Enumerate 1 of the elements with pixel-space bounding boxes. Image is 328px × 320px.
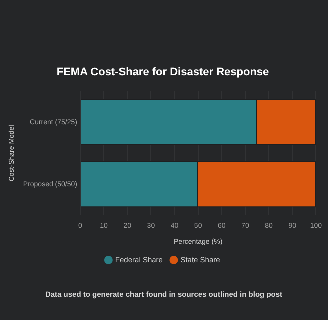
chart-title: FEMA Cost-Share for Disaster Response	[56, 66, 270, 79]
